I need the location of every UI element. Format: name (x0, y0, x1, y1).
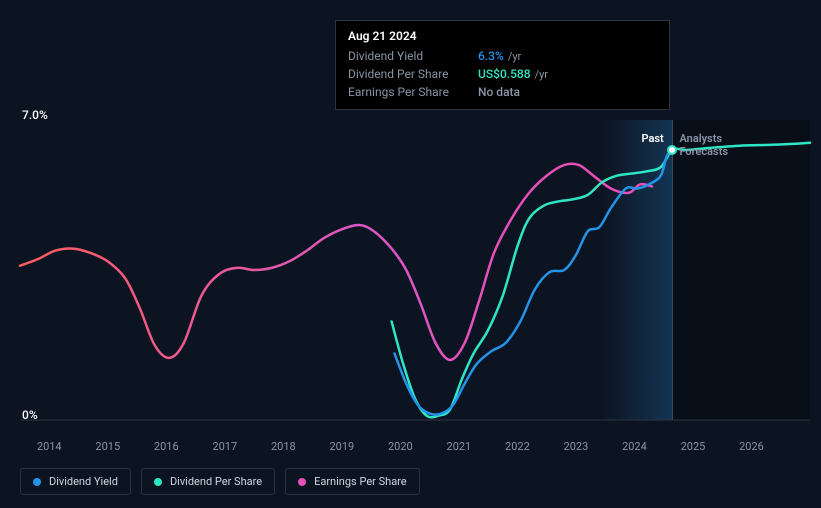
forecast-label: Analysts Forecasts (679, 132, 728, 158)
legend-item[interactable]: Dividend Per Share (141, 468, 275, 495)
x-axis-tick: 2014 (37, 440, 62, 453)
tooltip-row-unit: /yr (535, 68, 548, 81)
tooltip-row: Earnings Per ShareNo data (348, 83, 657, 101)
x-axis-tick: 2026 (739, 440, 764, 453)
legend-label: Dividend Per Share (170, 475, 262, 488)
tooltip-row-unit: /yr (508, 50, 521, 63)
x-axis-tick: 2018 (271, 440, 296, 453)
tooltip-date: Aug 21 2024 (348, 29, 657, 43)
x-axis-tick: 2019 (329, 440, 354, 453)
legend-color-dot (33, 478, 41, 486)
x-axis: 2014 2015 2016 2017 2018 2019 2020 2021 2022 2023… (20, 440, 810, 460)
tooltip-row: Dividend Per ShareUS$0.588/yr (348, 65, 657, 83)
series-line (392, 143, 810, 418)
tooltip-row-label: Earnings Per Share (348, 85, 478, 99)
series-line (20, 164, 652, 360)
tooltip-row-label: Dividend Per Share (348, 67, 478, 81)
legend-item[interactable]: Dividend Yield (20, 468, 131, 495)
x-axis-tick: 2020 (388, 440, 413, 453)
x-axis-tick: 2025 (681, 440, 706, 453)
x-axis-tick: 2016 (154, 440, 179, 453)
x-axis-tick: 2017 (212, 440, 237, 453)
hover-point-marker (667, 145, 677, 155)
past-label: Past (641, 132, 663, 145)
tooltip-row: Dividend Yield6.3% /yr (348, 47, 657, 65)
legend-item[interactable]: Earnings Per Share (285, 468, 420, 495)
x-axis-tick: 2021 (447, 440, 472, 453)
tooltip-row-label: Dividend Yield (348, 49, 478, 63)
legend-label: Dividend Yield (49, 475, 118, 488)
chart-tooltip: Aug 21 2024 Dividend Yield6.3%/yrDividen… (335, 20, 670, 110)
legend-color-dot (298, 478, 306, 486)
legend-label: Earnings Per Share (314, 475, 407, 488)
tooltip-row-value: 6.3% (478, 49, 504, 63)
x-axis-tick: 2023 (564, 440, 589, 453)
legend-color-dot (154, 478, 162, 486)
tooltip-row-value: No data (478, 85, 520, 99)
x-axis-tick: 2024 (622, 440, 647, 453)
tooltip-row-value: US$0.588 (478, 67, 531, 81)
x-axis-tick: 2015 (95, 440, 120, 453)
chart-legend: Dividend Yield Dividend Per Share Earnings… (20, 468, 420, 495)
x-axis-tick: 2022 (505, 440, 530, 453)
chart-plot-area (20, 120, 810, 420)
series-line (395, 150, 673, 415)
